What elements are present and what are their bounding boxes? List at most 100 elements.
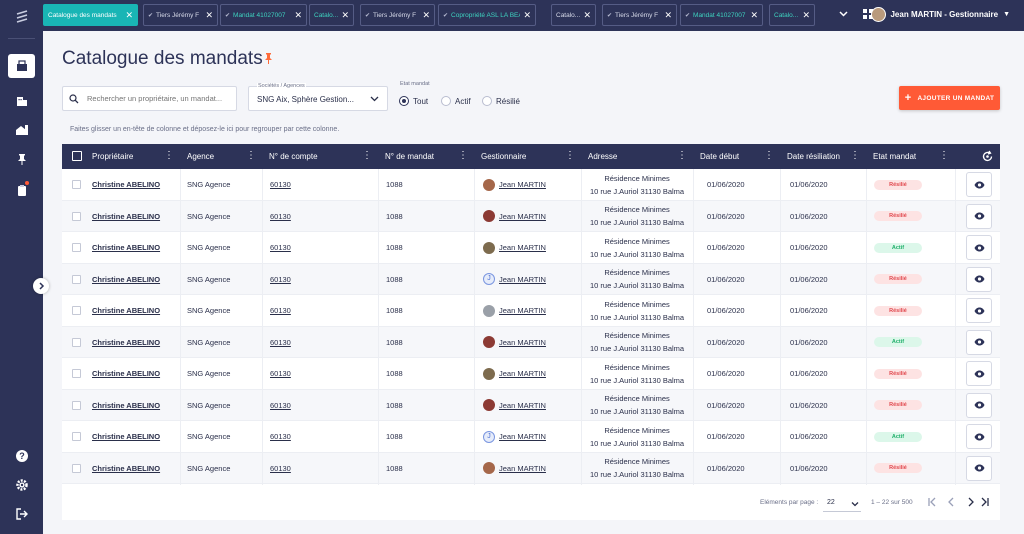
compte-link[interactable]: 60130 bbox=[270, 180, 291, 189]
column-menu-icon[interactable]: ⋮ bbox=[246, 150, 256, 161]
row-checkbox[interactable] bbox=[72, 211, 81, 221]
view-button[interactable] bbox=[966, 392, 992, 418]
compte-link[interactable]: 60130 bbox=[270, 400, 291, 410]
owner-link[interactable]: Christine ABELINO bbox=[92, 337, 161, 347]
column-header-compte[interactable]: N° de compte ⋮ bbox=[269, 150, 372, 162]
last-page-button[interactable] bbox=[980, 497, 990, 510]
row-checkbox[interactable] bbox=[72, 400, 81, 410]
row-checkbox[interactable] bbox=[72, 306, 81, 315]
radio-resilie[interactable]: Résilié bbox=[482, 96, 520, 106]
reset-columns-icon[interactable] bbox=[981, 150, 994, 168]
column-menu-icon[interactable]: ⋮ bbox=[164, 150, 174, 161]
column-menu-icon[interactable]: ⋮ bbox=[764, 150, 774, 161]
sidebar-item-logout[interactable] bbox=[8, 502, 35, 526]
sidebar-item-settings[interactable] bbox=[8, 473, 35, 497]
table-row[interactable]: Christine ABELINO SNG Agence 60130 1088 Jean… bbox=[62, 169, 1000, 201]
close-icon[interactable]: ✕ bbox=[583, 9, 591, 20]
column-menu-icon[interactable]: ⋮ bbox=[850, 150, 860, 161]
owner-link[interactable]: Christine ABELINO bbox=[92, 369, 161, 378]
column-header-agence[interactable]: Agence ⋮ bbox=[187, 150, 256, 162]
tab-1[interactable]: ✔ Tiers Jérémy F ✕ bbox=[143, 4, 218, 26]
row-checkbox[interactable] bbox=[72, 463, 81, 473]
tabs-dropdown-icon[interactable] bbox=[839, 9, 848, 21]
tab-3[interactable]: Catalo... ✕ bbox=[309, 4, 354, 26]
per-page-select[interactable]: 22 bbox=[823, 496, 861, 512]
column-menu-icon[interactable]: ⋮ bbox=[565, 150, 575, 161]
gestionnaire-link[interactable]: Jean MARTIN bbox=[499, 463, 546, 473]
compte-link[interactable]: 60130 bbox=[270, 432, 291, 441]
sidebar-expand-button[interactable] bbox=[33, 278, 49, 294]
table-row[interactable]: Christine ABELINO SNG Agence 60130 1088 Jean… bbox=[62, 452, 1000, 484]
user-menu[interactable]: Jean MARTIN - Gestionnaire ▼ bbox=[871, 7, 1010, 22]
tab-8[interactable]: ✔ Mandat 41027007 ✕ bbox=[680, 4, 763, 26]
table-row[interactable]: Christine ABELINO SNG Agence 60130 1088 Jean… bbox=[62, 295, 1000, 327]
view-button[interactable] bbox=[966, 361, 992, 386]
tab-0[interactable]: Catalogue des mandats ✕ bbox=[43, 4, 138, 26]
column-header-adresse[interactable]: Adresse ⋮ bbox=[588, 150, 687, 162]
close-icon[interactable]: ✕ bbox=[294, 9, 302, 20]
close-icon[interactable]: ✕ bbox=[802, 9, 810, 20]
table-row[interactable]: Christine ABELINO SNG Agence 60130 1088 Jean… bbox=[62, 358, 1000, 390]
column-header-date-resiliation[interactable]: Date résiliation ⋮ bbox=[787, 150, 860, 162]
view-button[interactable] bbox=[966, 172, 992, 197]
view-button[interactable] bbox=[966, 203, 992, 229]
table-row[interactable]: Christine ABELINO SNG Agence 60130 1088 Jean… bbox=[62, 200, 1000, 232]
radio-actif[interactable]: Actif bbox=[441, 96, 471, 106]
row-checkbox[interactable] bbox=[72, 432, 81, 441]
close-icon[interactable]: ✕ bbox=[125, 9, 133, 20]
owner-link[interactable]: Christine ABELINO bbox=[92, 180, 161, 189]
tab-4[interactable]: ✔ Tiers Jérémy F ✕ bbox=[360, 4, 435, 26]
gestionnaire-link[interactable]: Jean MARTIN bbox=[499, 211, 546, 221]
view-button[interactable] bbox=[966, 424, 992, 449]
close-icon[interactable]: ✕ bbox=[341, 9, 349, 20]
close-icon[interactable]: ✕ bbox=[750, 9, 758, 20]
close-icon[interactable]: ✕ bbox=[205, 9, 213, 20]
owner-link[interactable]: Christine ABELINO bbox=[92, 211, 161, 221]
gestionnaire-link[interactable]: Jean MARTIN bbox=[499, 306, 546, 315]
view-button[interactable] bbox=[966, 266, 992, 292]
sidebar-item-properties[interactable] bbox=[8, 118, 35, 142]
owner-link[interactable]: Christine ABELINO bbox=[92, 400, 161, 410]
owner-link[interactable]: Christine ABELINO bbox=[92, 463, 161, 473]
column-header-owner[interactable]: Propriétaire ⋮ bbox=[92, 150, 174, 162]
prev-page-button[interactable] bbox=[946, 497, 956, 510]
row-checkbox[interactable] bbox=[72, 243, 81, 252]
column-header-mandat[interactable]: N° de mandat ⋮ bbox=[385, 150, 468, 162]
view-button[interactable] bbox=[966, 455, 992, 481]
gestionnaire-link[interactable]: Jean MARTIN bbox=[499, 369, 546, 378]
row-checkbox[interactable] bbox=[72, 180, 81, 189]
gestionnaire-link[interactable]: Jean MARTIN bbox=[499, 337, 546, 347]
row-checkbox[interactable] bbox=[72, 274, 81, 284]
table-row[interactable]: Christine ABELINO SNG Agence 60130 1088 Jean… bbox=[62, 326, 1000, 358]
close-icon[interactable]: ✕ bbox=[523, 9, 531, 20]
apps-grid-icon[interactable] bbox=[863, 9, 873, 22]
sidebar-item-pinned[interactable] bbox=[8, 147, 35, 171]
radio-tout[interactable]: Tout bbox=[399, 96, 428, 106]
column-header-date-debut[interactable]: Date début ⋮ bbox=[700, 150, 774, 162]
sidebar-item-help[interactable]: ? bbox=[8, 444, 35, 468]
owner-link[interactable]: Christine ABELINO bbox=[92, 274, 161, 284]
column-menu-icon[interactable]: ⋮ bbox=[362, 150, 372, 161]
close-icon[interactable]: ✕ bbox=[664, 9, 672, 20]
compte-link[interactable]: 60130 bbox=[270, 463, 291, 473]
view-button[interactable] bbox=[966, 329, 992, 355]
close-icon[interactable]: ✕ bbox=[422, 9, 430, 20]
table-row[interactable]: Christine ABELINO SNG Agence 60130 1088 Jean… bbox=[62, 389, 1000, 421]
column-menu-icon[interactable]: ⋮ bbox=[939, 150, 949, 161]
compte-link[interactable]: 60130 bbox=[270, 306, 291, 315]
gestionnaire-link[interactable]: Jean MARTIN bbox=[499, 274, 546, 284]
compte-link[interactable]: 60130 bbox=[270, 369, 291, 378]
sidebar-item-buildings[interactable] bbox=[8, 89, 35, 113]
sidebar-item-tasks[interactable] bbox=[8, 178, 35, 202]
table-row[interactable]: Christine ABELINO SNG Agence 60130 1088 J Jea… bbox=[62, 421, 1000, 453]
tab-5[interactable]: ✔Copropriété ASL LA BEAULE✕ bbox=[438, 4, 536, 26]
gestionnaire-link[interactable]: Jean MARTIN bbox=[499, 432, 546, 441]
add-mandat-button[interactable]: + AJOUTER UN MANDAT bbox=[899, 86, 1000, 110]
tab-2[interactable]: ✔ Mandat 41027007 ✕ bbox=[220, 4, 307, 26]
table-row[interactable]: Christine ABELINO SNG Agence 60130 1088 Jean… bbox=[62, 232, 1000, 264]
column-header-gestionnaire[interactable]: Gestionnaire ⋮ bbox=[481, 150, 575, 162]
tab-6[interactable]: Catalo... ✕ bbox=[551, 4, 596, 26]
row-checkbox[interactable] bbox=[72, 369, 81, 378]
view-button[interactable] bbox=[966, 298, 992, 323]
table-row[interactable]: Christine ABELINO SNG Agence 60130 1088 J Jea… bbox=[62, 263, 1000, 295]
